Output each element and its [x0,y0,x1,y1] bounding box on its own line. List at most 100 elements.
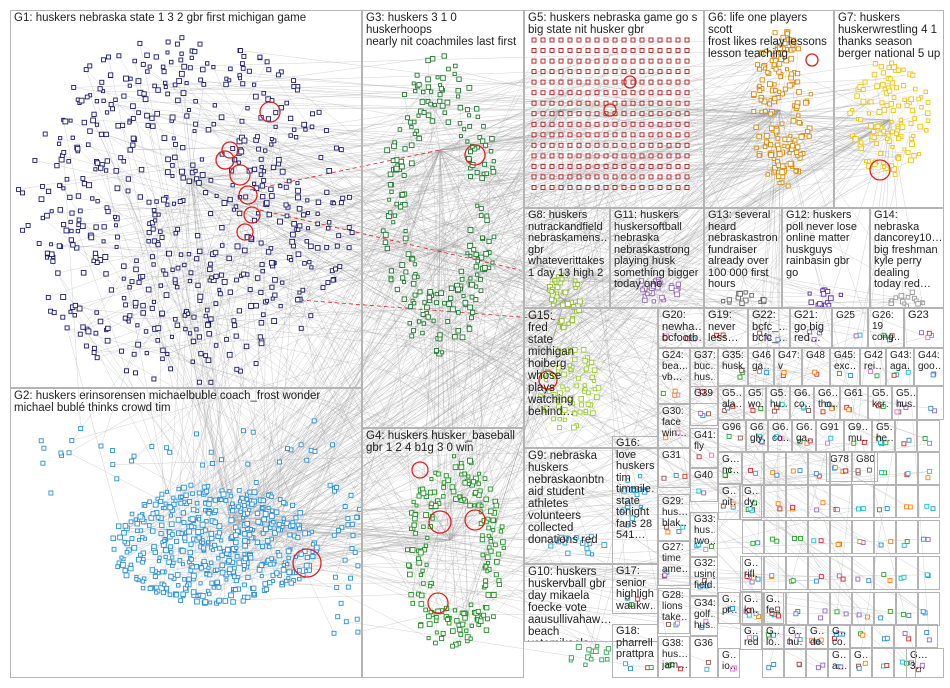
group-label-g33: G33: hus… two… [694,514,715,547]
edge [208,170,785,514]
node [236,160,241,165]
group-label-gn10: G… lo… [766,626,781,648]
edge [584,390,859,474]
group-panel-g12: G12: huskers poll never lose online matt… [782,208,870,308]
node [192,48,198,55]
edge [297,89,566,301]
edge [752,59,782,411]
group-panel-cell [762,648,784,678]
node [205,126,212,133]
node [217,291,223,297]
edge [453,109,781,457]
edge [439,145,553,251]
edge [439,149,817,375]
node [85,328,92,335]
edge [470,187,544,279]
edge [569,81,781,111]
edge [155,471,930,572]
group-panel-cell [742,592,764,626]
edge [198,126,470,520]
edge [63,119,79,197]
edge [72,306,931,409]
group-panel-g28: G28: lions take… [658,588,690,634]
node [121,276,126,281]
node [130,135,137,142]
node [94,122,100,127]
group-label-g35: G35: husk… [722,350,745,372]
edge [166,294,451,541]
edge [260,109,781,175]
edge [439,149,457,500]
edge [229,292,913,521]
node [228,66,233,72]
node [170,163,175,168]
node [178,70,185,77]
group-panel-cell [894,648,916,678]
node [324,244,330,250]
group-label-g5w: G5… kcr… [872,388,889,410]
group-panel-g20: G20: newha… bcfootb… [658,308,704,348]
node [272,292,278,298]
edge [175,144,200,337]
group-panel-g24: G24: bea… vb… [658,348,690,404]
edge [136,166,634,578]
node [287,115,294,122]
node [184,81,189,86]
edge [449,539,843,635]
edge [564,101,775,301]
edge [228,119,891,555]
group-panel-gn10: G… lo… [762,624,784,650]
group-label-g24: G24: bea… vb… [662,350,687,383]
edge [229,166,562,521]
node [180,175,186,181]
node [309,124,315,130]
edge [188,109,566,301]
edge [336,147,566,301]
node [205,61,210,66]
edge [493,119,891,617]
edge [858,403,901,667]
node [130,103,136,109]
node [45,188,52,194]
node [155,325,162,332]
edge [759,109,781,372]
node [269,142,274,147]
edge [108,56,171,369]
group-label-g40: G40 [694,470,713,481]
group-label-gn9: G… io… [722,650,737,672]
node [261,169,267,174]
group-panel-g21: G21: go big red… [790,308,832,348]
node [160,64,166,70]
edge [199,519,231,539]
edge [62,149,441,318]
edge [222,141,767,573]
edge [439,149,447,618]
edge [455,39,616,500]
edge [439,149,898,413]
group-panel-cell [742,520,764,554]
edge [73,63,780,88]
group-panel-g6: G6: life one players scott frost likes r… [704,10,834,208]
edge [316,492,476,551]
edge [149,299,566,526]
group-panel-g23: G23 [904,308,944,348]
node [80,176,86,181]
edge [472,113,643,147]
group-panel-g41: G41: fly [690,428,718,468]
node [114,223,118,228]
group-label-gn16: G… [854,650,869,661]
edge [184,155,760,316]
node [91,258,96,264]
node [151,299,157,305]
group-label-gn5: G… pr… [722,594,737,616]
edge [448,68,771,145]
node [208,211,214,217]
node [199,157,205,162]
edge [439,149,740,294]
edge [551,92,781,111]
red-edge [259,209,521,271]
node [305,198,310,203]
node [97,318,104,325]
edge [189,179,263,272]
edge [449,140,796,541]
